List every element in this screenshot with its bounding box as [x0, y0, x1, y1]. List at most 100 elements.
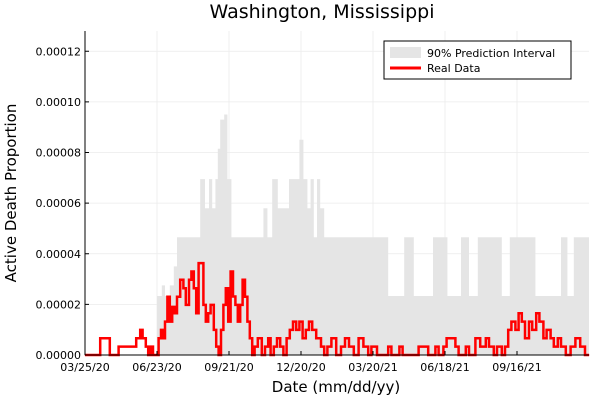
real-data-point: [166, 296, 168, 298]
x-tick-label: 09/21/20: [204, 361, 253, 374]
real-data-point: [289, 329, 291, 331]
real-data-point: [574, 337, 576, 339]
band-area: [157, 114, 589, 355]
real-data-point: [424, 346, 426, 348]
real-data-point: [521, 321, 523, 323]
real-data-point: [254, 346, 256, 348]
real-data-point: [106, 337, 108, 339]
real-data-point: [210, 304, 212, 306]
real-data-point: [239, 304, 241, 306]
x-tick-label: 03/25/20: [60, 361, 109, 374]
real-data-point: [474, 337, 476, 339]
real-data-point: [188, 279, 190, 281]
real-data-point: [434, 346, 436, 348]
real-data-point: [182, 287, 184, 289]
real-data-point: [246, 321, 248, 323]
real-data-point: [190, 271, 192, 272]
y-axis-title: Active Death Proportion: [2, 104, 20, 283]
real-data-point: [454, 346, 456, 348]
chart-title: Washington, Mississippi: [210, 1, 435, 23]
real-data-point: [302, 337, 304, 339]
legend-swatch-band: [390, 47, 421, 58]
real-data-point: [305, 329, 307, 331]
real-data-point: [531, 329, 533, 331]
real-data-point: [139, 329, 141, 331]
y-tick-label: 0.00012: [36, 45, 82, 58]
real-data-point: [286, 337, 288, 339]
real-data-point: [227, 321, 229, 323]
real-data-point: [315, 337, 317, 339]
x-tick-label: 03/20/21: [348, 361, 397, 374]
real-data-point: [398, 346, 400, 348]
real-data-point: [320, 346, 322, 348]
real-data-point: [207, 312, 209, 314]
real-data-point: [465, 346, 467, 348]
real-data-point: [171, 306, 173, 308]
real-data-point: [276, 337, 278, 339]
real-data-point: [510, 321, 512, 323]
real-data-point: [267, 337, 269, 339]
real-data-point: [553, 346, 555, 348]
real-data-point: [202, 304, 204, 306]
real-data-point: [446, 337, 448, 339]
real-data-point: [205, 321, 207, 323]
y-axis-ticks: 0.00000 0.00002 0.00004 0.00006 0.00008 0.000…: [36, 45, 89, 362]
real-data-point: [507, 329, 509, 331]
real-data-point: [193, 287, 195, 289]
real-data-point: [169, 321, 171, 323]
x-tick-label: 06/23/20: [132, 361, 181, 374]
real-data-point: [528, 321, 530, 323]
real-data-point: [273, 346, 275, 348]
real-data-point: [524, 337, 526, 339]
real-data-point: [295, 329, 297, 331]
real-data-point: [142, 337, 144, 339]
real-data-point: [358, 337, 360, 339]
real-data-point: [518, 312, 520, 314]
real-data-point: [279, 346, 281, 348]
x-tick-label: 09/16/21: [492, 361, 541, 374]
real-data-point: [162, 337, 164, 339]
real-data-point: [488, 346, 490, 348]
real-data-point: [198, 262, 200, 264]
real-data-point: [535, 312, 537, 314]
real-data-point: [362, 346, 364, 348]
real-data-point: [118, 346, 120, 348]
real-data-point: [213, 329, 215, 331]
real-data-point: [257, 337, 259, 339]
real-data-point: [225, 287, 227, 289]
legend: 90% Prediction Interval Real Data: [383, 40, 572, 80]
real-data-point: [485, 337, 487, 339]
real-data-point: [222, 304, 224, 306]
real-data-point: [220, 329, 222, 331]
real-data-point: [145, 346, 147, 348]
real-data-point: [200, 262, 202, 264]
real-data-point: [150, 346, 152, 348]
real-data-point: [244, 296, 246, 298]
real-data-point: [176, 296, 178, 298]
prediction-interval-band: [157, 114, 589, 355]
real-data-point: [496, 346, 498, 348]
real-data-point: [292, 321, 294, 323]
real-data-point: [195, 312, 197, 314]
y-tick-label: 0.00002: [36, 298, 82, 311]
real-data-point: [311, 329, 313, 331]
y-tick-label: 0.00006: [36, 197, 82, 210]
real-data-point: [174, 312, 176, 314]
real-data-point: [560, 346, 562, 348]
real-data-point: [330, 337, 332, 339]
real-data-point: [308, 321, 310, 323]
real-data-point: [326, 346, 328, 348]
real-data-point: [557, 337, 559, 339]
real-data-point: [546, 329, 548, 331]
real-data-point: [579, 346, 581, 348]
real-data-point: [348, 346, 350, 348]
real-data-point: [135, 337, 137, 339]
real-data-point: [550, 337, 552, 339]
real-data-point: [570, 346, 572, 348]
real-data-point: [99, 337, 101, 339]
real-data-point: [242, 279, 244, 281]
real-data-point: [185, 304, 187, 306]
real-data-point: [418, 346, 420, 348]
